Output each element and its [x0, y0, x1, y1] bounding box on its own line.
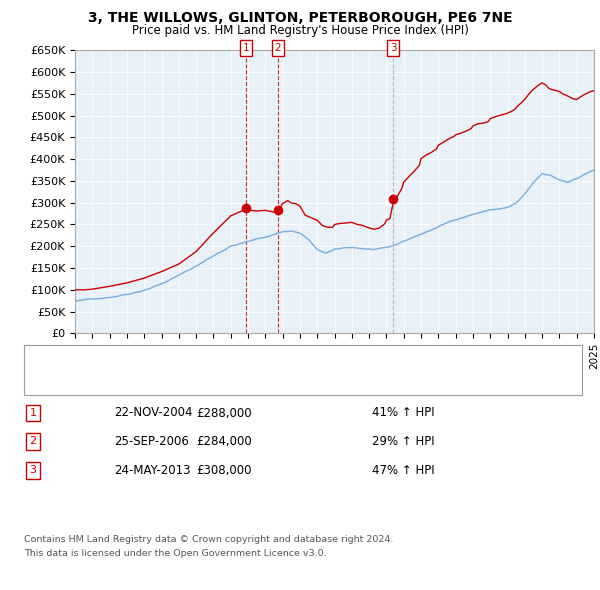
Text: This data is licensed under the Open Government Licence v3.0.: This data is licensed under the Open Gov… [24, 549, 326, 558]
Text: 3: 3 [29, 466, 37, 475]
Text: 3, THE WILLOWS, GLINTON, PETERBOROUGH, PE6 7NE: 3, THE WILLOWS, GLINTON, PETERBOROUGH, P… [88, 11, 512, 25]
Text: ——: —— [36, 376, 61, 389]
Text: £288,000: £288,000 [196, 407, 252, 419]
Text: 47% ↑ HPI: 47% ↑ HPI [372, 464, 434, 477]
Text: 25-SEP-2006: 25-SEP-2006 [114, 435, 189, 448]
Text: £308,000: £308,000 [197, 464, 252, 477]
Text: 41% ↑ HPI: 41% ↑ HPI [372, 407, 434, 419]
Text: 2: 2 [275, 43, 281, 53]
Text: 3, THE WILLOWS, GLINTON, PETERBOROUGH, PE6 7NE (detached house): 3, THE WILLOWS, GLINTON, PETERBOROUGH, P… [63, 355, 441, 365]
Text: 3: 3 [390, 43, 397, 53]
Text: ——: —— [36, 353, 61, 366]
Text: 2: 2 [29, 437, 37, 446]
Text: 24-MAY-2013: 24-MAY-2013 [114, 464, 191, 477]
Text: Price paid vs. HM Land Registry's House Price Index (HPI): Price paid vs. HM Land Registry's House … [131, 24, 469, 37]
Text: 29% ↑ HPI: 29% ↑ HPI [372, 435, 434, 448]
Text: 1: 1 [243, 43, 250, 53]
Text: Contains HM Land Registry data © Crown copyright and database right 2024.: Contains HM Land Registry data © Crown c… [24, 535, 394, 544]
Text: HPI: Average price, detached house, City of Peterborough: HPI: Average price, detached house, City… [63, 378, 364, 387]
Text: 1: 1 [29, 408, 37, 418]
Text: 22-NOV-2004: 22-NOV-2004 [114, 407, 193, 419]
Text: £284,000: £284,000 [196, 435, 252, 448]
